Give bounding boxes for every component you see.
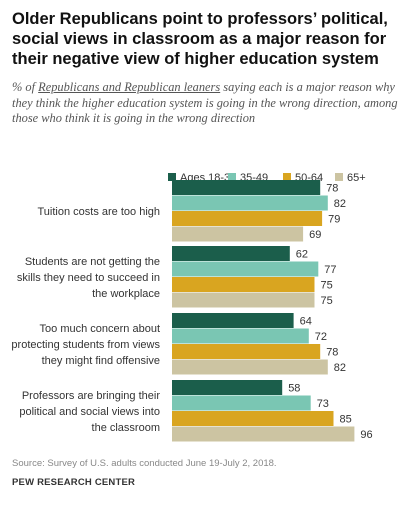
bar <box>172 211 323 226</box>
bar <box>172 359 328 375</box>
bar <box>172 426 355 442</box>
category-label: Professors are bringing their <box>22 390 161 402</box>
bar <box>172 292 315 308</box>
category-label: Tuition costs are too high <box>38 206 161 218</box>
legend-label: 65+ <box>347 172 366 184</box>
category-label: Too much concern about <box>40 323 160 335</box>
chart-subtitle: % of Republicans and Republican leaners … <box>12 80 416 127</box>
category-label: the workplace <box>92 288 160 300</box>
bar <box>172 246 290 261</box>
bar <box>172 411 334 426</box>
data-label: 82 <box>334 362 346 374</box>
bar <box>172 313 294 328</box>
category-label: they might find offensive <box>42 355 160 367</box>
data-label: 75 <box>321 280 333 292</box>
data-label: 69 <box>309 229 321 241</box>
data-label: 64 <box>300 316 312 328</box>
pew-credit: PEW RESEARCH CENTER <box>12 477 136 488</box>
subtitle-population-link: Republicans and Republican leaners <box>38 80 221 94</box>
data-label: 62 <box>296 249 308 261</box>
data-label: 77 <box>324 264 336 276</box>
category-label: protecting students from views <box>11 339 160 351</box>
bar <box>172 344 321 359</box>
chart-title: Older Republicans point to professors’ p… <box>12 10 388 68</box>
data-label: 85 <box>340 414 352 426</box>
bar <box>172 380 283 395</box>
bar <box>172 180 321 195</box>
subtitle-suffix: saying each is a major reason why they t… <box>12 80 398 125</box>
category-label: Students are not getting the <box>25 256 160 268</box>
legend-swatch <box>335 173 343 181</box>
bar <box>172 261 319 277</box>
data-label: 73 <box>317 398 329 410</box>
source-note: Source: Survey of U.S. adults conducted … <box>12 458 277 469</box>
bar <box>172 395 311 411</box>
legend-swatch <box>228 173 236 181</box>
category-label: skills they need to succeed in <box>17 272 160 284</box>
data-label: 96 <box>360 429 372 441</box>
bar <box>172 226 304 242</box>
subtitle-prefix: % of <box>12 80 39 94</box>
bar-chart: Ages 18-34 35-49 50-64 65+Tuition costs are… <box>11 172 373 442</box>
data-label: 82 <box>334 198 346 210</box>
category-label: the classroom <box>92 422 160 434</box>
data-label: 58 <box>288 383 300 395</box>
legend-swatch <box>168 173 176 181</box>
bar <box>172 195 328 211</box>
bar <box>172 277 315 292</box>
data-label: 78 <box>326 183 338 195</box>
data-label: 72 <box>315 331 327 343</box>
category-label: political and social views into <box>19 406 160 418</box>
bar <box>172 328 309 344</box>
data-label: 78 <box>326 347 338 359</box>
data-label: 79 <box>328 214 340 226</box>
legend-swatch <box>283 173 291 181</box>
data-label: 75 <box>321 295 333 307</box>
